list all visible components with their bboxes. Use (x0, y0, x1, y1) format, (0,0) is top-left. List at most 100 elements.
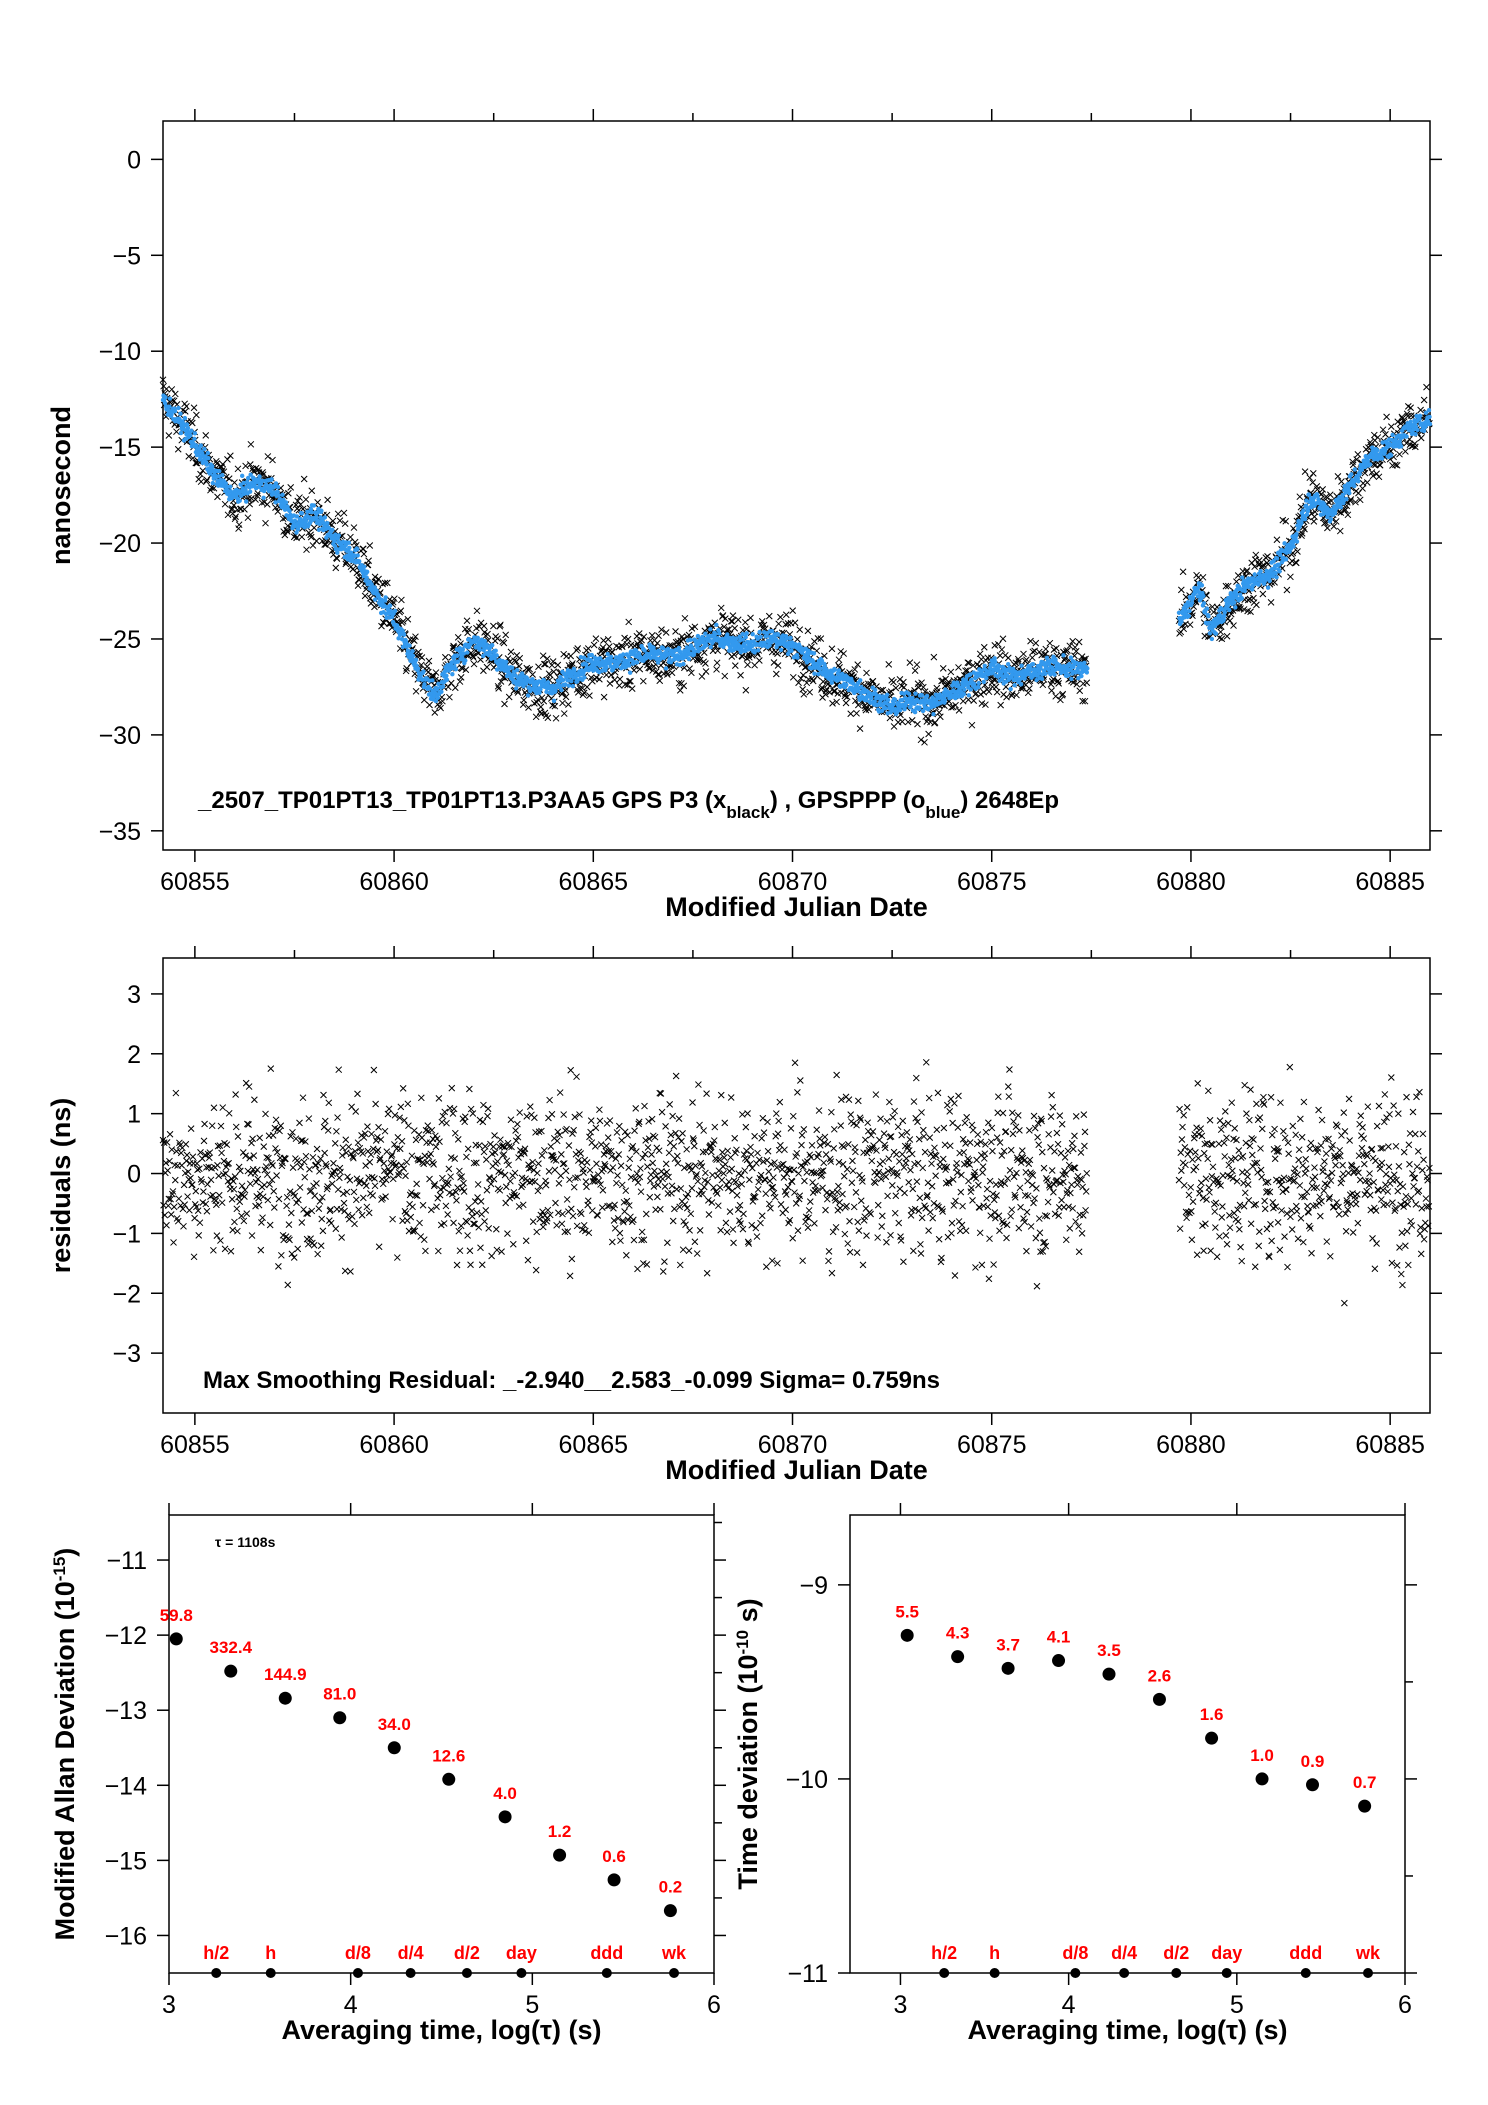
data-point-x (550, 668, 558, 676)
data-point-x (574, 645, 582, 652)
data-point-x (592, 635, 600, 643)
data-point-x (914, 720, 921, 728)
data-point-o (1347, 490, 1352, 496)
y-tick-label: −10 (99, 338, 141, 366)
data-point-x (397, 1103, 405, 1111)
data-point-x (443, 1181, 451, 1188)
data-point-x (1354, 451, 1362, 458)
data-point-x (334, 1114, 341, 1121)
data-point-x (187, 1174, 194, 1182)
data-point-o (1365, 458, 1370, 463)
data-point-x (625, 618, 633, 626)
data-point-o (961, 691, 967, 697)
data-point-o (1039, 676, 1045, 682)
data-point-x (224, 511, 232, 519)
data-point-x (450, 1105, 458, 1113)
data-point-x (375, 1123, 382, 1131)
data-point-x (231, 1218, 238, 1226)
y-tick-label: −3 (112, 1340, 141, 1368)
data-point-o (172, 409, 178, 414)
data-point-o (1209, 636, 1215, 642)
data-point-o (1356, 479, 1361, 484)
data-point-x (624, 635, 632, 643)
data-point-x (939, 664, 947, 672)
data-point-x (294, 1245, 302, 1253)
data-point-o (897, 707, 903, 713)
data-point-x (484, 630, 491, 638)
data-point-x (222, 1170, 230, 1177)
data-point-x (232, 513, 239, 521)
data-point-x (760, 621, 768, 629)
y-tick-label: 3 (127, 981, 141, 1009)
data-point-x (355, 1206, 363, 1214)
data-point-x (583, 683, 591, 691)
data-point-x (308, 487, 316, 495)
data-point-x (490, 622, 497, 630)
data-point-x (448, 1084, 456, 1092)
data-point-x (426, 701, 433, 709)
data-point-o (1207, 631, 1213, 636)
data-point-x (1177, 586, 1185, 594)
data-point-x (935, 709, 943, 716)
data-point-x (562, 687, 569, 694)
data-point-x (418, 654, 426, 661)
data-point-x (253, 1166, 261, 1174)
data-point-x (363, 1203, 371, 1211)
data-point-x (1035, 648, 1043, 656)
data-point-x (335, 1174, 343, 1182)
data-point-o (1427, 414, 1432, 420)
data-point-x (454, 1136, 462, 1143)
data-point-x (285, 489, 292, 497)
data-point-x (340, 1199, 348, 1207)
data-point-o (651, 645, 656, 650)
data-point-x (426, 1139, 434, 1147)
data-point-x (470, 660, 478, 668)
x-tick-label: 60860 (359, 868, 429, 896)
data-point-x (794, 635, 801, 643)
data-point-x (430, 672, 437, 680)
data-point-x (713, 666, 720, 673)
data-point-o (503, 659, 509, 665)
data-point-o (1426, 407, 1432, 413)
data-point-x (835, 656, 843, 664)
data-point-x (408, 1152, 416, 1160)
data-point-o (178, 430, 184, 436)
data-point-o (1201, 593, 1206, 599)
data-point-o (1240, 575, 1245, 580)
data-point-x (269, 1132, 277, 1139)
data-point-x (243, 1210, 251, 1217)
data-point-x (774, 650, 781, 657)
data-point-x (680, 682, 688, 690)
data-point-x (331, 1140, 339, 1147)
data-point-o (872, 687, 878, 693)
data-point-x (230, 501, 238, 509)
data-point-x (293, 534, 300, 542)
data-point-x (1417, 434, 1425, 442)
data-point-x (365, 1209, 373, 1217)
data-point-x (432, 669, 440, 676)
data-point-x (407, 1213, 415, 1221)
data-point-x (919, 683, 927, 691)
data-point-x (163, 1221, 170, 1229)
data-point-x (826, 688, 833, 696)
data-point-x (375, 1243, 383, 1251)
data-point-x (231, 479, 238, 486)
data-point-x (298, 533, 306, 541)
data-point-x (898, 718, 906, 725)
data-point-x (635, 630, 643, 637)
data-point-x (520, 696, 528, 704)
series-gpsppp (160, 393, 1433, 717)
data-point-x (470, 654, 477, 661)
data-point-x (346, 1176, 354, 1184)
data-point-o (346, 540, 351, 545)
data-point-x (219, 1171, 227, 1178)
data-point-x (173, 428, 180, 436)
data-point-x (301, 1173, 309, 1181)
data-point-x (1046, 639, 1054, 647)
data-point-x (259, 1214, 266, 1222)
data-point-x (268, 1159, 275, 1167)
data-point-x (887, 688, 895, 695)
data-point-x (799, 686, 807, 693)
data-point-o (744, 631, 749, 636)
data-point-x (440, 1220, 448, 1227)
